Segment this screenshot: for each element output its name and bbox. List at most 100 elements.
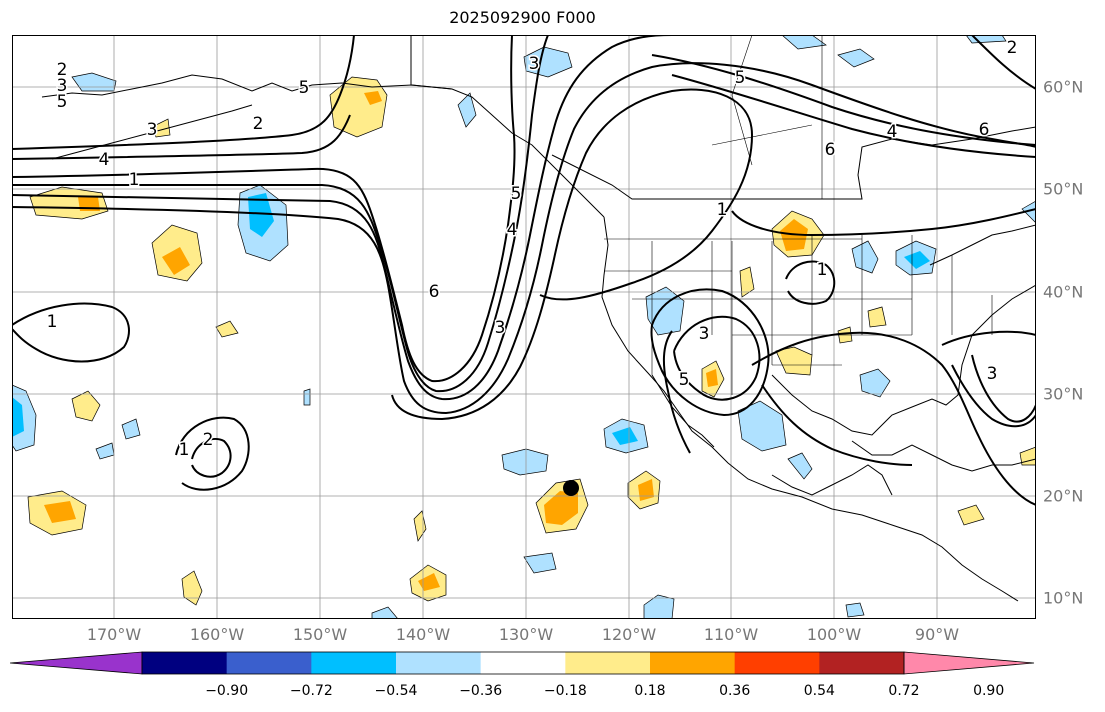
contour-label: 2: [57, 60, 68, 80]
positive-anomaly-patch: [775, 346, 813, 376]
longitude-label: 120°W: [601, 625, 657, 644]
positive-anomaly-patch: [638, 479, 654, 501]
latitude-label: 30°N: [1043, 384, 1084, 404]
colorbar-tick-label: 0.36: [719, 683, 751, 699]
contour-label: 5: [57, 92, 68, 112]
negative-anomaly-patch: [71, 72, 117, 92]
latitude-label: 50°N: [1043, 179, 1084, 199]
negative-anomaly-patch: [12, 384, 37, 452]
positive-anomaly-patch: [162, 247, 190, 275]
longitude-label: 110°W: [703, 625, 759, 644]
positive-anomaly-patch: [413, 510, 427, 542]
longitude-label: 130°W: [498, 625, 554, 644]
location-marker: [563, 480, 579, 496]
negative-anomaly-patch: [1021, 200, 1036, 224]
contour-label: 5: [511, 184, 522, 204]
contour-label: 1: [717, 200, 728, 220]
colorbar-tick-label: −0.72: [289, 683, 333, 699]
negative-anomaly-patch: [121, 418, 141, 440]
colorbar-tick-label: −0.36: [459, 683, 503, 699]
map-frame: [12, 35, 1036, 619]
contour-label: 2: [253, 114, 264, 134]
contour-label: 5: [299, 78, 310, 98]
contour-label: 3: [529, 54, 540, 74]
map-title: 2025092900 F000: [449, 8, 596, 27]
negative-anomaly-patch: [787, 452, 813, 480]
longitude-label: 100°W: [806, 625, 862, 644]
contour-lines: [12, 35, 1036, 506]
positive-anomaly-patch: [44, 501, 76, 523]
map-panel: 2 3 5 4 1 2 3 5 6 1 6 4 3 5 1 1 2 3 3 1 …: [12, 35, 1036, 619]
negative-anomaly-patch: [371, 606, 399, 619]
colorbar-tick-label: 0.18: [634, 683, 666, 699]
colorbar-tick-label: 0.54: [803, 683, 835, 699]
contour-label: 3: [147, 120, 158, 140]
latitude-label: 60°N: [1043, 77, 1084, 97]
latitude-label: 40°N: [1043, 282, 1084, 302]
colorbar-segment: [565, 652, 651, 674]
colorbar-segment: [142, 652, 228, 674]
colorbar-segments: [10, 651, 1035, 675]
contour-label: 4: [99, 150, 110, 170]
contour-label: 6: [825, 140, 836, 160]
longitude-label: 150°W: [292, 625, 348, 644]
latitude-label: 20°N: [1043, 486, 1084, 506]
negative-anomaly-patch: [12, 397, 24, 437]
coastlines: [41, 35, 1036, 602]
colorbar-extend-max: [903, 651, 1035, 675]
contour-label: 5: [735, 68, 746, 88]
latitude-label: 10°N: [1043, 588, 1084, 608]
positive-anomaly-patch: [544, 491, 578, 525]
longitude-label: 170°W: [86, 625, 142, 644]
state-borders: [604, 35, 993, 395]
contour-label: 6: [979, 120, 990, 140]
negative-anomaly-patch: [523, 552, 557, 574]
positive-anomaly-patch: [418, 573, 440, 591]
positive-anomaly-patch: [329, 76, 388, 138]
negative-anomaly-patch: [781, 35, 827, 50]
colorbar-extend-min: [10, 651, 143, 675]
contour-label: 1: [817, 260, 828, 280]
negative-anomaly-patch: [303, 388, 311, 406]
contour-label-group: 2 3 5 4 1 2 3 5 6 1 6 4 3 5 1 1 2 3 3 1 …: [45, 37, 1019, 462]
negative-anomaly-patch: [501, 448, 549, 476]
contour-label: 4: [507, 220, 518, 240]
contour-label: 1: [129, 170, 140, 190]
contour-label: 3: [495, 318, 506, 338]
positive-anomaly-patch: [151, 118, 171, 138]
contour-label: 3: [57, 76, 68, 96]
anomaly-shading: [12, 35, 1036, 619]
contour-label: 3: [699, 324, 710, 344]
positive-anomaly-patch: [706, 369, 718, 387]
colorbar-segment: [734, 652, 820, 674]
negative-anomaly-patch: [859, 368, 891, 398]
contour-label: 6: [429, 282, 440, 302]
longitude-label: 90°W: [914, 625, 960, 644]
positive-anomaly-patch: [181, 570, 203, 606]
longitude-label: 160°W: [189, 625, 245, 644]
contour-label: 2: [203, 430, 214, 450]
negative-anomaly-patch: [904, 251, 930, 269]
positive-anomaly-patch: [71, 390, 101, 422]
colorbar-tick-label: −0.54: [374, 683, 418, 699]
colorbar: [10, 651, 1035, 675]
negative-anomaly-patch: [851, 240, 879, 274]
contour-label: 5: [679, 370, 690, 390]
negative-anomaly-patch: [457, 92, 477, 128]
colorbar-segment: [311, 652, 397, 674]
contour-label: 3: [987, 364, 998, 384]
contour-label: 1: [47, 312, 58, 332]
negative-anomaly-patch: [643, 594, 675, 619]
contour-label: 2: [1007, 38, 1018, 58]
positive-anomaly-patch: [364, 91, 382, 105]
colorbar-segment: [226, 652, 312, 674]
colorbar-tick-label: −0.18: [543, 683, 587, 699]
colorbar-frame: [141, 651, 905, 675]
negative-anomaly-patch: [248, 193, 274, 237]
negative-anomaly-patch: [95, 442, 115, 460]
contour-label: 1: [179, 440, 190, 460]
colorbar-tick-label: 0.90: [973, 683, 1005, 699]
positive-anomaly-patch: [215, 320, 239, 338]
colorbar-tick-label: −0.90: [205, 683, 249, 699]
negative-anomaly-patch: [737, 400, 787, 452]
